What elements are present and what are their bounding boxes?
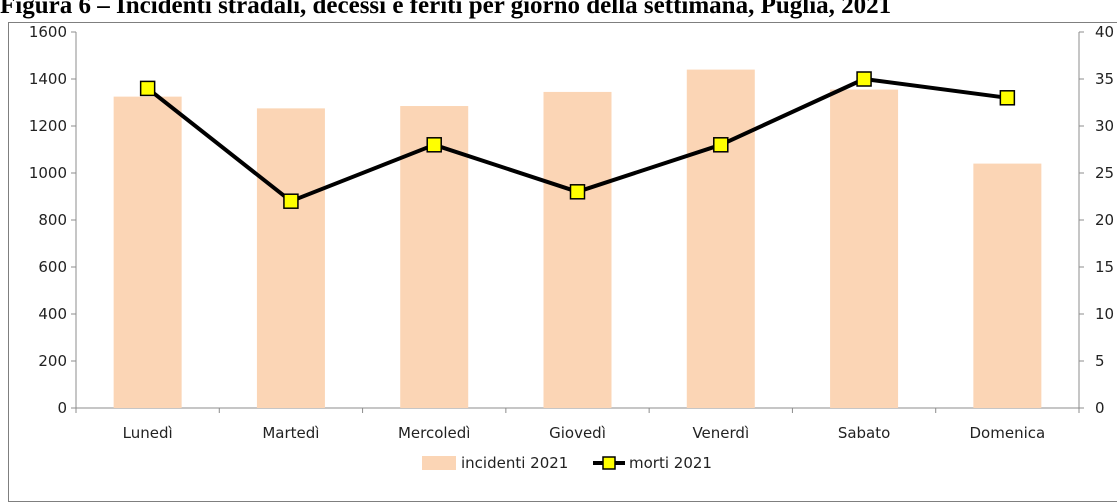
left-tick-label: 600 [38, 258, 67, 276]
left-tick-label: 400 [38, 305, 67, 323]
chart-title: Figura 6 – Incidenti stradali, decessi e… [0, 0, 892, 19]
line-point [426, 137, 442, 153]
left-tick-label: 1200 [29, 117, 67, 135]
bar [830, 89, 899, 408]
right-tick-label: 5 [1095, 352, 1105, 370]
bar [256, 108, 325, 408]
legend-label: morti 2021 [629, 454, 712, 472]
line-point [569, 184, 586, 200]
right-tick-label: 15 [1095, 258, 1114, 276]
right-tick-label: 20 [1095, 211, 1114, 229]
left-tick-label: 1600 [29, 23, 67, 41]
left-tick-label: 200 [38, 352, 67, 370]
category-label: Lunedì [123, 424, 173, 442]
category-label: Sabato [838, 424, 891, 442]
right-tick-label: 0 [1095, 399, 1105, 417]
right-tick-label: 35 [1095, 70, 1114, 88]
category-label: Domenica [970, 424, 1046, 442]
line-point [139, 80, 156, 97]
left-tick-label: 1400 [29, 70, 67, 88]
bar [686, 69, 755, 408]
right-tick-label: 30 [1095, 117, 1114, 135]
category-label: Giovedì [549, 424, 606, 442]
legend-label: incidenti 2021 [461, 454, 568, 472]
left-tick-label: 800 [38, 211, 67, 229]
right-tick-label: 25 [1095, 164, 1114, 182]
left-tick-label: 0 [57, 399, 67, 417]
line-point [713, 137, 729, 153]
legend-bar-swatch [422, 456, 456, 470]
right-tick-label: 10 [1095, 305, 1114, 323]
bar [113, 96, 182, 408]
category-label: Venerdì [692, 424, 749, 442]
bar [543, 91, 612, 409]
category-label: Mercoledì [398, 424, 471, 442]
category-label: Martedì [262, 424, 319, 442]
bar [400, 106, 469, 409]
line-point [999, 90, 1016, 106]
right-tick-label: 40 [1095, 23, 1114, 41]
line-point [856, 71, 872, 87]
left-tick-label: 1000 [29, 164, 67, 182]
legend-line-marker [602, 456, 616, 470]
line-point [283, 193, 299, 209]
bar [973, 163, 1042, 408]
